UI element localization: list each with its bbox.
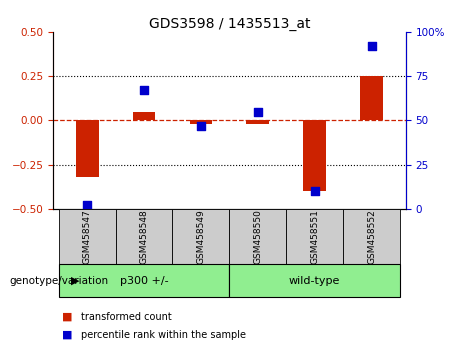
Text: GSM458552: GSM458552 [367, 209, 376, 264]
Title: GDS3598 / 1435513_at: GDS3598 / 1435513_at [148, 17, 310, 31]
Point [83, 202, 91, 208]
Text: GSM458547: GSM458547 [83, 209, 92, 264]
Text: p300 +/-: p300 +/- [120, 275, 168, 286]
Point [140, 87, 148, 93]
Text: genotype/variation: genotype/variation [9, 275, 108, 286]
Text: GSM458551: GSM458551 [310, 209, 319, 264]
Point [197, 123, 205, 129]
Bar [189, 120, 212, 124]
Text: wild-type: wild-type [289, 275, 340, 286]
Point [368, 43, 375, 49]
Point [254, 109, 261, 114]
Text: transformed count: transformed count [81, 312, 171, 322]
Text: ■: ■ [62, 330, 73, 339]
Bar [303, 120, 326, 191]
Text: GSM458549: GSM458549 [196, 209, 206, 264]
Text: ■: ■ [62, 312, 73, 322]
Point [311, 188, 319, 194]
Bar [247, 120, 269, 124]
Bar [133, 112, 155, 120]
Text: GSM458548: GSM458548 [140, 209, 148, 264]
Bar [360, 76, 383, 120]
Text: GSM458550: GSM458550 [253, 209, 262, 264]
Text: percentile rank within the sample: percentile rank within the sample [81, 330, 246, 339]
Bar [76, 120, 99, 177]
Text: ▶: ▶ [71, 275, 80, 286]
